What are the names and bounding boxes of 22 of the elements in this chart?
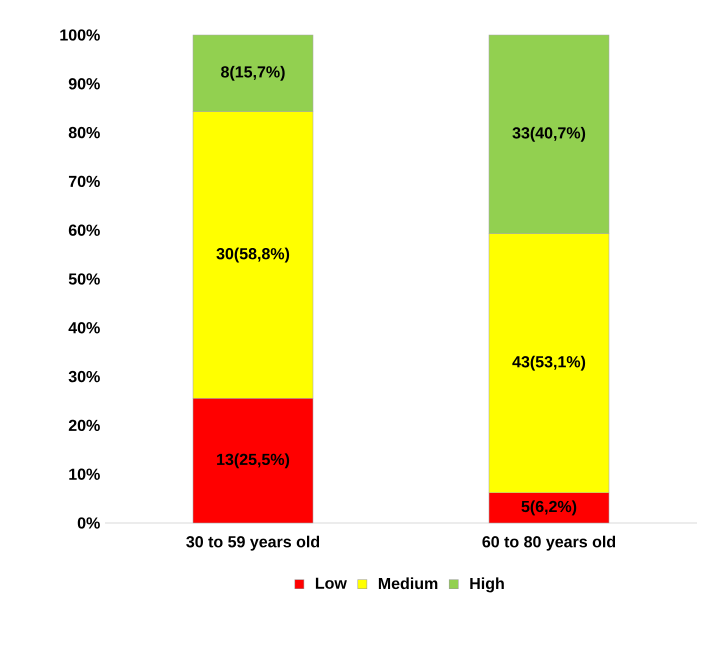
data-label: 43(53,1%) [512,356,586,371]
y-tick-label: 10% [69,468,100,480]
legend-label: Medium [378,577,438,590]
y-tick-label: 50% [68,273,100,285]
legend-label: High [470,577,504,592]
y-tick-label: 20% [68,420,100,432]
legend-label: Low [316,578,347,589]
y-tick-label: 90% [68,78,100,90]
data-label: 8(15,7%) [221,66,285,81]
data-label: 5(6,2%) [521,500,576,516]
y-tick-label: 40% [68,322,100,334]
y-tick-label: 0% [78,517,100,529]
data-label: 13(25,5%) [217,453,290,468]
x-tick-label: 60 to 80 years old [482,536,616,551]
y-tick-label: 70% [68,176,100,188]
y-tick-label: 30% [68,370,100,382]
y-tick-label: 60% [68,224,100,236]
data-label: 33(40,7%) [512,126,586,142]
data-label: 30(58,8%) [216,248,290,263]
y-tick-label: 80% [68,126,100,138]
x-tick-label: 30 to 59 years old [186,536,320,551]
y-tick-label: 100% [60,29,100,41]
